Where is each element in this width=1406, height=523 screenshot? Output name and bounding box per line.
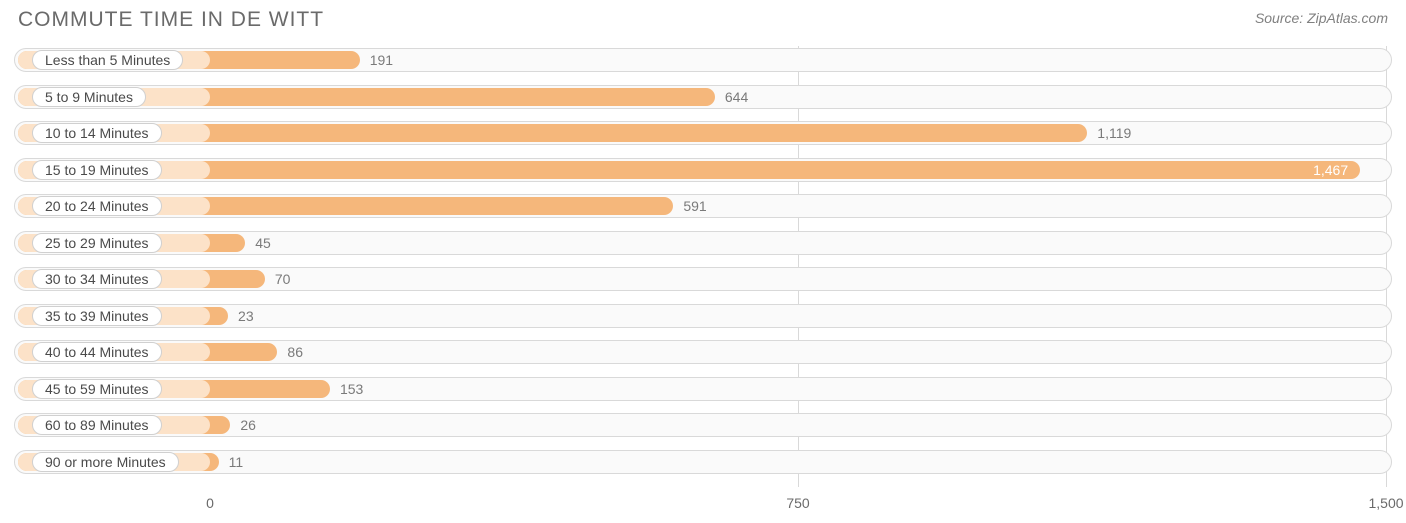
category-label: Less than 5 Minutes [32,50,183,70]
x-tick: 1,500 [1368,495,1403,511]
category-label: 10 to 14 Minutes [32,123,162,143]
bar-track [14,450,1392,474]
value-label: 153 [340,381,363,397]
value-label: 591 [683,198,706,214]
category-label: 15 to 19 Minutes [32,160,162,180]
value-label: 1,119 [1097,125,1131,141]
category-label: 90 or more Minutes [32,452,179,472]
value-label: 70 [275,271,291,287]
value-label: 23 [238,308,254,324]
bar-row: 45 to 59 Minutes 153 [14,375,1392,403]
x-tick: 750 [786,495,809,511]
category-label: 25 to 29 Minutes [32,233,162,253]
category-label: 5 to 9 Minutes [32,87,146,107]
bar-row: 30 to 34 Minutes 70 [14,265,1392,293]
bar-row: 20 to 24 Minutes 591 [14,192,1392,220]
value-label: 45 [255,235,271,251]
x-tick: 0 [206,495,214,511]
chart-header: COMMUTE TIME IN DE WITT Source: ZipAtlas… [0,0,1406,32]
x-axis: 07501,500 [14,495,1392,515]
category-label: 60 to 89 Minutes [32,415,162,435]
category-label: 40 to 44 Minutes [32,342,162,362]
bar [18,161,1360,179]
value-label: 1,467 [1313,162,1348,178]
bar-row: 25 to 29 Minutes 45 [14,229,1392,257]
value-label: 86 [287,344,303,360]
bar-row: 10 to 14 Minutes 1,119 [14,119,1392,147]
value-label: 191 [370,52,393,68]
bar-row: Less than 5 Minutes 191 [14,46,1392,74]
chart-title: COMMUTE TIME IN DE WITT [18,8,324,32]
category-label: 35 to 39 Minutes [32,306,162,326]
bar-row: 35 to 39 Minutes 23 [14,302,1392,330]
category-label: 30 to 34 Minutes [32,269,162,289]
bar-row: 15 to 19 Minutes 1,467 [14,156,1392,184]
category-label: 45 to 59 Minutes [32,379,162,399]
value-label: 644 [725,89,748,105]
value-label: 11 [229,454,244,470]
value-label: 26 [240,417,256,433]
bar-row: 40 to 44 Minutes 86 [14,338,1392,366]
category-label: 20 to 24 Minutes [32,196,162,216]
bar-row: 60 to 89 Minutes 26 [14,411,1392,439]
chart-source: Source: ZipAtlas.com [1255,8,1388,26]
bar-row: 90 or more Minutes 11 [14,448,1392,476]
bar-row: 5 to 9 Minutes 644 [14,83,1392,111]
chart-area: Less than 5 Minutes 191 5 to 9 Minutes 644 1… [14,46,1392,487]
